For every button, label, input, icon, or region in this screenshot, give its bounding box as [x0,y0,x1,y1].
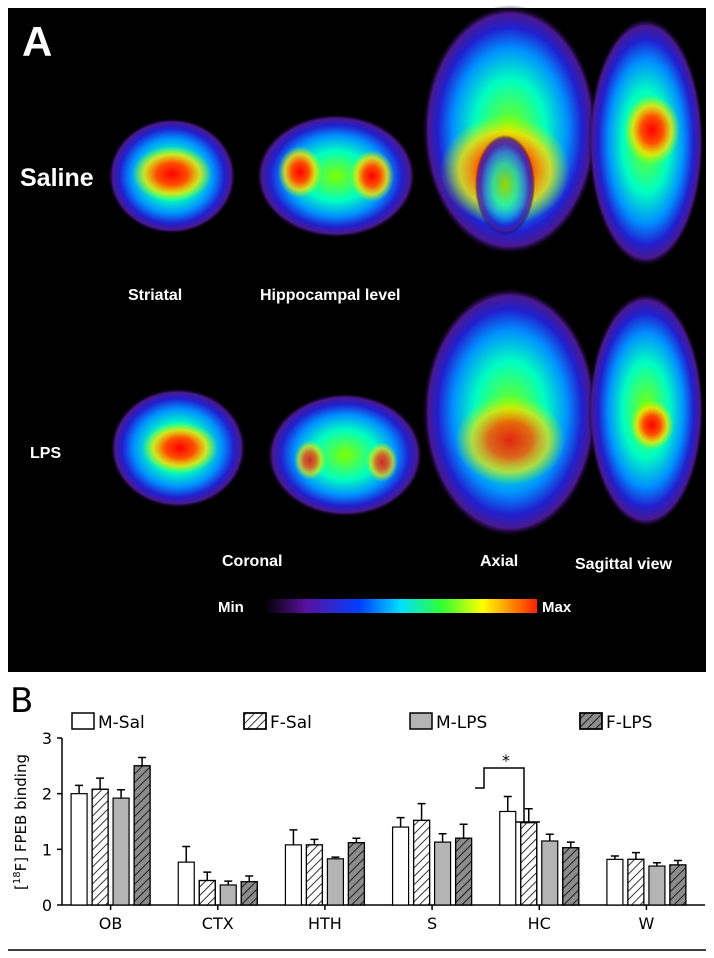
bar-hatch [347,842,366,906]
annotation: * [502,751,510,770]
bar-hatch [198,879,216,906]
legend-swatch [409,712,433,730]
bar-hatch [133,765,151,906]
bar [499,810,517,906]
bar [433,841,452,906]
panel-b: B [18F] FPEB binding 0 1 2 3 OB CTX HTH S HC W M-S… [8,681,706,951]
bar [391,826,410,906]
view-label: Axial [480,553,518,570]
bar [70,793,88,906]
error-bar [138,756,147,766]
x-tick-label: HC [528,914,551,933]
bar [177,861,195,906]
view-label: Striatal [128,287,182,304]
row-label: LPS [30,445,61,462]
panel-a: A Saline LPS Striatal Hippocampal level … [8,5,706,672]
error-bar [524,807,533,823]
error-bar [289,829,298,845]
bar-hatch [627,858,645,906]
colorbar-min: Min [218,599,244,616]
error-bar [631,851,640,860]
error-bar [396,816,405,828]
bar [541,840,559,906]
bar-hatch [562,847,580,906]
legend-label: F-LPS [606,713,652,733]
error-bar [459,823,468,839]
error-bar [117,789,126,799]
y-axis-label: [18F] FPEB binding [12,754,30,890]
panel-label: A [22,18,52,65]
x-tick-label: W [639,914,655,933]
bar [326,858,345,906]
error-bar [310,838,319,845]
error-bar [182,845,191,863]
error-bar [438,832,447,843]
bar-hatch [520,822,538,906]
error-bar [417,802,426,821]
legend-label: F-Sal [270,713,312,733]
legend-swatch [71,712,95,730]
y-tick-label: 0 [42,896,52,915]
view-label: Hippocampal level [260,287,401,304]
bar-hatch [412,819,431,906]
significance-bracket [475,767,540,823]
view-label: Coronal [222,553,282,570]
scan-images [108,5,704,537]
error-bar [96,777,105,790]
x-tick-label: HTH [308,914,342,933]
error-bar [566,841,575,848]
y-label-part: F] FPEB binding [12,754,30,871]
bar [648,865,666,906]
error-bar [245,875,254,882]
legend-label: M-LPS [436,713,487,733]
error-bar [224,880,233,885]
panel-label: B [10,681,33,721]
x-tick-label: S [427,914,437,933]
view-label: Sagittal view [575,556,672,573]
bar [112,797,130,906]
bar-hatch [669,864,687,906]
colorbar [265,599,537,613]
bar [606,858,624,906]
legend-hatch [579,712,603,730]
error-bar [352,837,361,843]
y-tick-label: 1 [42,840,52,859]
x-tick-label: CTX [202,914,234,933]
row-label: Saline [20,164,94,192]
y-tick-label: 3 [42,729,52,748]
error-bar [503,795,512,812]
error-bar [673,859,682,865]
error-bar [75,784,84,794]
bar-hatch [91,788,109,906]
y-tick-label: 2 [42,785,52,804]
error-bar [545,833,554,841]
legend-hatch [243,712,267,730]
bar [284,844,303,906]
bar-hatch [240,881,258,906]
y-label-sup: 18 [12,871,23,884]
bar-hatch [305,844,324,906]
colorbar-max: Max [542,599,572,616]
bar-hatch [454,837,473,906]
x-tick-label: OB [99,914,123,933]
y-label-part: [ [12,884,30,890]
error-bar [203,871,212,881]
legend-label: M-Sal [98,713,145,733]
bar [219,884,237,906]
